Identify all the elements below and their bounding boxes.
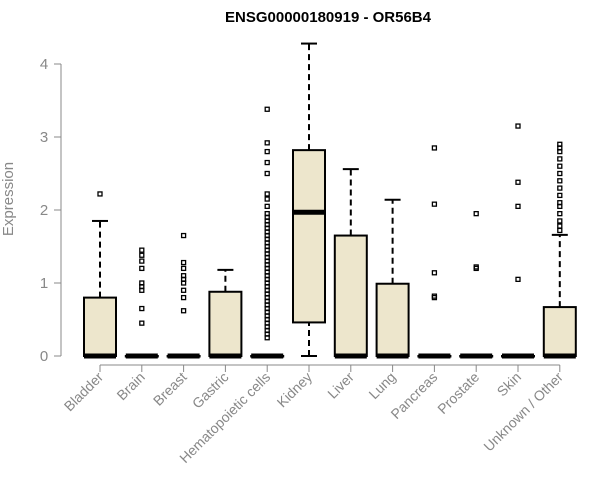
x-tick-label: Skin [494, 369, 525, 400]
outlier-point [431, 145, 438, 151]
outlier-point [139, 320, 145, 326]
outlier-point [264, 106, 270, 112]
x-tick-label: Breast [150, 369, 190, 409]
outlier-point [264, 196, 270, 202]
outlier-point [139, 280, 145, 286]
x-tick-label: Kidney [274, 369, 316, 411]
outlier-point [139, 265, 145, 272]
iqr-box [83, 296, 117, 358]
iqr-box [542, 306, 577, 357]
outlier-point [557, 178, 563, 184]
box-group [166, 232, 201, 359]
x-tick-label: Unknown / Other [480, 369, 566, 455]
x-tick-label: Lung [365, 369, 398, 402]
outlier-point [264, 203, 270, 210]
outlier-point [180, 308, 187, 314]
outlier-point [557, 163, 563, 169]
box-group [542, 141, 577, 359]
box-group [417, 145, 452, 359]
outlier-point [180, 294, 187, 301]
outlier-point [264, 159, 270, 166]
outlier-point [180, 265, 187, 272]
outlier-point [180, 273, 187, 279]
outlier-point [473, 264, 479, 270]
outlier-point [557, 170, 563, 177]
outlier-point [473, 210, 479, 217]
outlier-point [139, 258, 145, 264]
box-group [292, 42, 326, 357]
iqr-box [375, 282, 410, 358]
outlier-point [264, 148, 270, 155]
outlier-point [180, 259, 187, 266]
outlier-point [180, 232, 187, 239]
iqr-box [292, 149, 326, 324]
iqr-box [208, 290, 243, 358]
outlier-point [264, 191, 270, 197]
outlier-point [515, 179, 521, 185]
iqr-box [333, 234, 368, 357]
x-tick-label: Liver [324, 369, 357, 402]
outlier-point [557, 200, 563, 206]
y-tick-label: 1 [40, 275, 48, 292]
outlier-point [97, 191, 103, 197]
y-axis: 0 1 2 3 4 [40, 56, 62, 365]
outlier-point [515, 203, 521, 210]
outlier-point [557, 223, 563, 229]
x-tick-label: Bladder [61, 369, 107, 415]
outlier-point [557, 210, 563, 217]
box-group [124, 247, 159, 359]
outlier-point [515, 123, 521, 129]
outlier-point [515, 276, 521, 283]
y-tick-label: 0 [40, 348, 48, 365]
outlier-point [139, 252, 145, 258]
x-tick-label: Brain [113, 369, 147, 403]
outlier-point [431, 201, 438, 207]
box-group [208, 268, 243, 359]
outlier-point [557, 218, 563, 224]
y-tick-label: 2 [40, 202, 48, 219]
outlier-point [264, 170, 270, 177]
y-tick-label: 3 [40, 129, 48, 146]
outlier-point [557, 156, 563, 162]
box-group [375, 198, 410, 359]
box-group [459, 210, 494, 359]
y-tick-label: 4 [40, 56, 48, 73]
outlier-point [139, 247, 145, 253]
box-group [333, 168, 368, 359]
outlier-point [139, 305, 145, 312]
outlier-point [557, 141, 563, 147]
outlier-point [431, 293, 438, 299]
outlier-point [264, 140, 270, 146]
boxes-layer [83, 42, 577, 359]
outlier-point [431, 270, 438, 276]
outlier-point [557, 227, 563, 234]
chart-title: ENSG00000180919 - OR56B4 [225, 9, 432, 26]
box-group [250, 106, 285, 359]
outlier-point [557, 192, 563, 199]
box-group [83, 191, 117, 359]
outlier-point [180, 287, 187, 293]
x-tick-label: Prostate [434, 369, 482, 417]
outlier-point [557, 185, 563, 191]
box-group [501, 123, 535, 359]
y-axis-label: Expression [0, 162, 17, 236]
outlier-point [264, 210, 270, 217]
